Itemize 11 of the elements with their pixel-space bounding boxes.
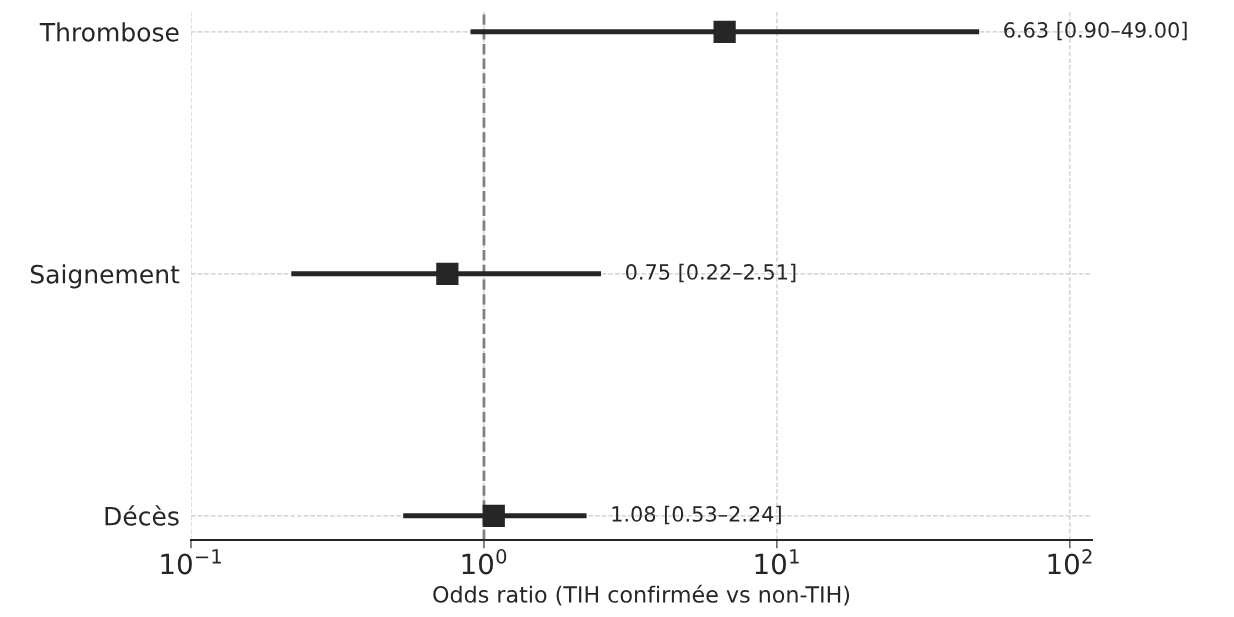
y-tick-label: Saignement <box>30 264 180 289</box>
annotation: 0.75 [0.22–2.51] <box>626 263 796 283</box>
x-tick-label: 10$^{2}$ <box>1048 549 1092 575</box>
annotation: 1.08 [0.53–2.24] <box>612 505 781 525</box>
x-tick-label: 10$^{0}$ <box>462 549 507 575</box>
y-tick-label: Décès <box>105 505 179 526</box>
x-tick-label: 10$^{1}$ <box>755 549 799 575</box>
x-axis-title: Odds ratio (TIH confirmée vs non-TIH) <box>433 584 850 606</box>
x-tick-label: 10$^{−1}$ <box>161 549 221 575</box>
y-tick-label: Thrombose <box>39 22 179 42</box>
annotation: 6.63 [0.90–49.00] <box>1004 21 1187 41</box>
